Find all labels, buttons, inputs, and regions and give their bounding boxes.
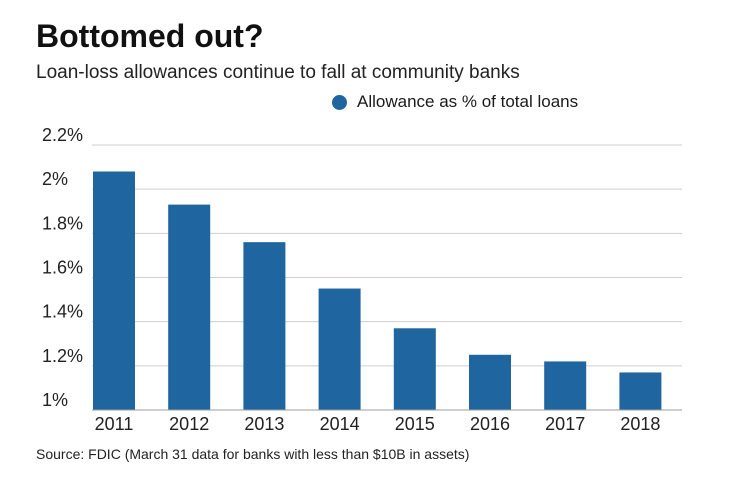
bar-2017 bbox=[544, 361, 587, 410]
x-tick-label: 2014 bbox=[320, 414, 360, 434]
x-tick-label: 2011 bbox=[95, 414, 134, 434]
x-tick-label: 2015 bbox=[395, 414, 435, 434]
y-tick-label: 1% bbox=[42, 390, 68, 410]
y-tick-label: 2% bbox=[42, 169, 68, 189]
chart-subtitle: Loan-loss allowances continue to fall at… bbox=[36, 62, 520, 83]
bar-2016 bbox=[469, 354, 511, 410]
bar-2018 bbox=[619, 372, 662, 410]
x-tick-label: 2012 bbox=[169, 414, 209, 434]
bar-2011 bbox=[93, 171, 135, 410]
bar-2012 bbox=[168, 204, 211, 410]
chart-title: Bottomed out? bbox=[36, 18, 264, 54]
y-tick-label: 1.6% bbox=[42, 258, 83, 278]
source-note: Source: FDIC (March 31 data for banks wi… bbox=[36, 446, 470, 462]
bar-2015 bbox=[393, 328, 436, 410]
y-tick-label: 2.2% bbox=[42, 125, 83, 145]
y-tick-label: 1.4% bbox=[42, 302, 83, 322]
legend-label: Allowance as % of total loans bbox=[357, 92, 579, 111]
bar-2014 bbox=[318, 288, 361, 410]
legend: Allowance as % of total loans bbox=[332, 92, 578, 112]
y-tick-label: 1.8% bbox=[42, 213, 83, 233]
y-tick-label: 1.2% bbox=[42, 346, 83, 366]
bar-2013 bbox=[243, 242, 286, 410]
x-tick-label: 2013 bbox=[244, 414, 284, 434]
x-tick-label: 2017 bbox=[545, 414, 585, 434]
x-tick-label: 2016 bbox=[470, 414, 510, 434]
x-tick-label: 2018 bbox=[620, 414, 660, 434]
legend-swatch bbox=[332, 94, 347, 110]
